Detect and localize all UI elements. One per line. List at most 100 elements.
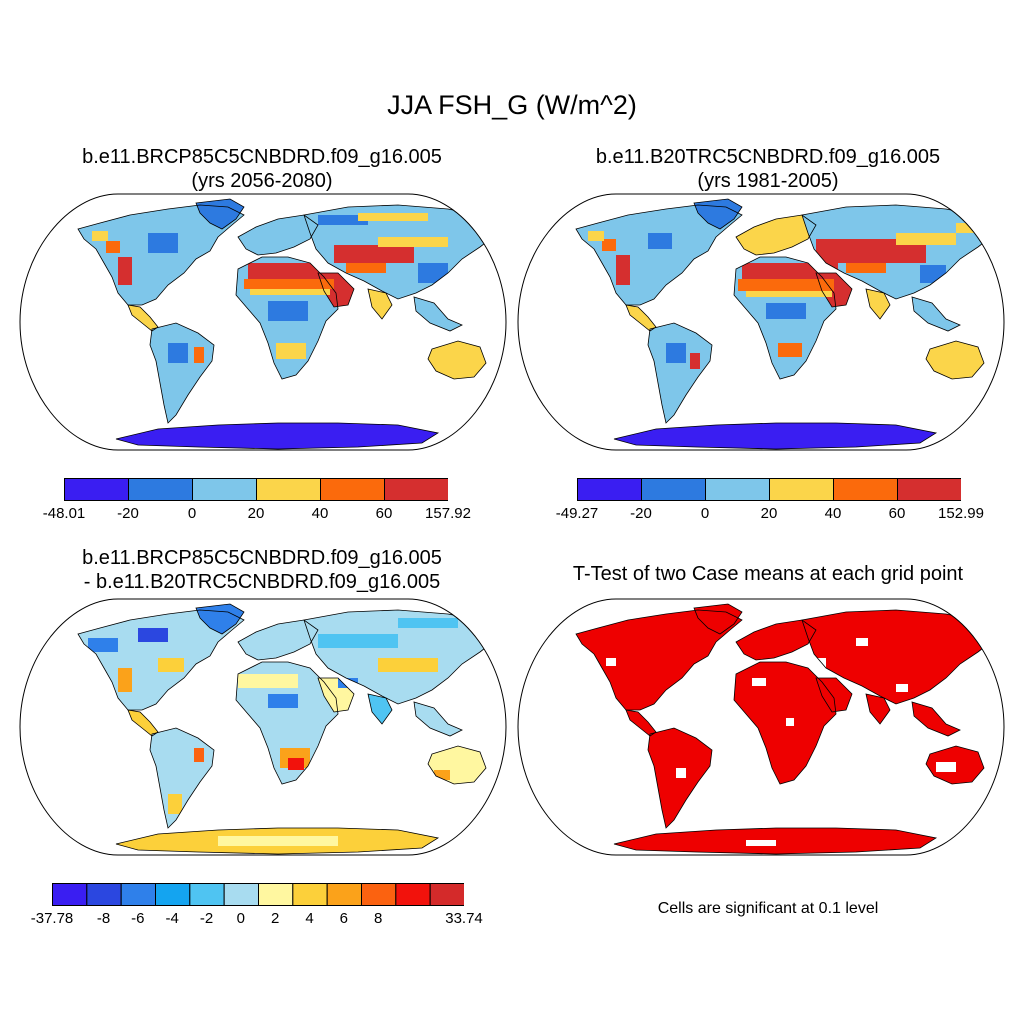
coastline-southAmerica (149, 727, 215, 829)
field-patch (896, 233, 956, 245)
landmass-antarctica (116, 423, 438, 449)
coastline-europe (237, 214, 319, 256)
field-patch (250, 289, 330, 295)
field-patch (746, 840, 776, 846)
field-patch (766, 303, 806, 319)
coastline-arabia (317, 677, 355, 713)
field-patch (738, 279, 834, 291)
colorbar-tick-label: 60 (888, 505, 906, 522)
coastline-seAsia (413, 296, 463, 332)
coastline-northAmerica (575, 204, 743, 306)
field-patch (168, 794, 182, 814)
colorbar-tick-label: 20 (760, 505, 778, 522)
colorbar-box (833, 478, 898, 501)
field-patch (318, 634, 398, 648)
field-patch (276, 343, 306, 359)
colorbar-box (897, 478, 961, 501)
colorbar-tick-label: -37.78 (30, 910, 74, 927)
field-patch (690, 353, 700, 369)
coastline-northAmerica (77, 204, 245, 306)
coastline-arabia (317, 272, 355, 308)
landmass-seAsia (414, 702, 462, 736)
coastline-centralAmerica (127, 709, 159, 737)
coastline-arabia (815, 677, 853, 713)
figure-title: JJA FSH_G (W/m^2) (387, 90, 637, 120)
coastline-asia (303, 609, 499, 705)
colorbar-tick-label: 60 (375, 505, 393, 522)
colorbar-tick-label: -20 (117, 505, 139, 522)
coastline-europe (735, 214, 817, 256)
coastline-greenland (195, 603, 245, 635)
colorbar-box (292, 883, 328, 906)
colorbar-2-labels: -49.27 -20 0 20 40 60 152.99 (556, 505, 984, 525)
colorbar-box (192, 478, 257, 501)
field-patch (856, 638, 868, 646)
field-patch (158, 658, 184, 672)
field-patch (194, 347, 204, 363)
colorbar-tick-label: 157.92 (425, 505, 471, 522)
colorbar-1 (64, 478, 448, 502)
landmass-centralAmerica (626, 305, 656, 331)
map-frame (517, 193, 1005, 451)
field-patch (118, 257, 132, 285)
field-patch (358, 213, 428, 221)
coastline-northAmerica (575, 609, 743, 711)
map-frame (19, 193, 507, 451)
field-patch (602, 239, 616, 251)
colorbar-box (641, 478, 706, 501)
coastline-northAmerica (77, 609, 245, 711)
colorbar-tick-label: 40 (824, 505, 842, 522)
map-future (19, 193, 507, 451)
map-panel-future (18, 193, 508, 451)
panel-1-title: b.e11.BRCP85C5CNBDRD.f09_g16.005 (82, 146, 442, 168)
map-difference (19, 598, 507, 856)
colorbar-3 (52, 883, 464, 907)
landmass-india (368, 289, 392, 319)
coastline-australia (925, 340, 985, 380)
map-historical (517, 193, 1005, 451)
field-patch (248, 263, 328, 279)
map-frame (517, 598, 1005, 856)
panel-2-title: b.e11.B20TRC5CNBDRD.f09_g16.005 (595, 146, 941, 168)
coastline-antarctica (115, 827, 440, 855)
colorbar-2-boxes (577, 478, 961, 501)
field-patch (418, 263, 448, 283)
coastline-australia (925, 745, 985, 785)
field-patch (148, 233, 178, 253)
field-patch (378, 658, 438, 672)
colorbar-3-labels: -37.78 -8 -6 -4 -2 0 2 4 6 8 33.74 (31, 910, 483, 930)
coastline-centralAmerica (127, 304, 159, 332)
coastline-africa (235, 256, 339, 380)
significance-note: Cells are significant at 0.1 level (657, 900, 879, 917)
colorbar-box (384, 478, 448, 501)
colorbar-box (361, 883, 397, 906)
landmass-india (866, 694, 890, 724)
field-patch (168, 343, 188, 363)
field-patch (334, 245, 414, 263)
coastline-greenland (693, 198, 743, 230)
colorbar-tick-label: -2 (199, 910, 214, 927)
field-patch (106, 241, 120, 253)
landmass-seAsia (912, 702, 960, 736)
coastline-seAsia (911, 296, 961, 332)
colorbar-tick-label: 0 (236, 910, 245, 927)
map-panel-difference (18, 598, 508, 856)
landmass-africa (734, 662, 836, 784)
landmass-centralAmerica (626, 710, 656, 736)
coastline-africa (733, 256, 837, 380)
coastline-seAsia (911, 701, 961, 737)
panel-1-subtitle: (yrs 2056-2080) (191, 170, 333, 192)
coastline-southAmerica (647, 322, 713, 424)
coastline-antarctica (613, 827, 938, 855)
colorbar-box (256, 478, 321, 501)
coastline-india (865, 288, 891, 320)
coastline-greenland (693, 603, 743, 635)
field-patch (268, 301, 308, 321)
panel-3-title: b.e11.BRCP85C5CNBDRD.f09_g16.005 (82, 547, 442, 569)
coastline-asia (801, 204, 997, 300)
coastline-antarctica (115, 422, 440, 450)
colorbar-tick-label: -49.27 (555, 505, 599, 522)
colorbar-2 (577, 478, 961, 502)
field-patch (786, 718, 794, 726)
colorbar-box (128, 478, 193, 501)
